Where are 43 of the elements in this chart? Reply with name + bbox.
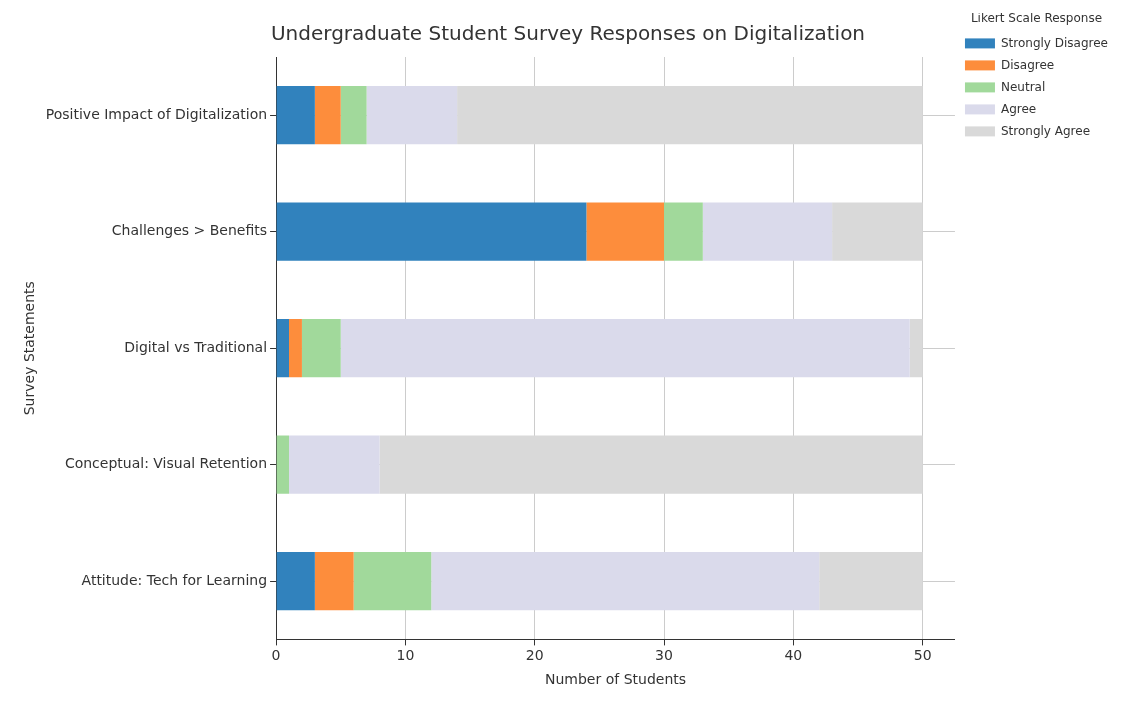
bar — [909, 319, 923, 378]
bar — [832, 202, 923, 261]
bar — [379, 435, 923, 494]
bar — [340, 319, 910, 378]
legend-label: Neutral — [1000, 79, 1046, 94]
bar — [276, 435, 289, 494]
legend-label: Disagree — [1000, 57, 1055, 72]
bar — [366, 86, 458, 145]
x-axis-title: Number of Students — [544, 671, 687, 688]
x-tick-label: 40 — [784, 647, 803, 664]
x-tick-label: 0 — [271, 647, 281, 664]
bar — [289, 435, 380, 494]
y-tick-label: Conceptual: Visual Retention — [64, 455, 268, 472]
legend-label: Strongly Disagree — [1000, 35, 1109, 50]
y-tick-label: Positive Impact of Digitalization — [45, 105, 268, 122]
y-axis-title: Survey Statements — [21, 281, 38, 416]
x-tick-label: 30 — [655, 647, 673, 664]
bar — [289, 319, 302, 378]
bar — [702, 202, 833, 261]
bar — [431, 552, 820, 611]
x-tick-label: 20 — [525, 647, 544, 664]
x-tick-label: 50 — [913, 647, 932, 664]
legend-label: Agree — [1000, 101, 1037, 116]
bar — [819, 552, 923, 611]
bar — [314, 86, 341, 145]
bar — [457, 86, 923, 145]
bar — [353, 552, 432, 611]
bar — [340, 86, 367, 145]
bar — [276, 552, 315, 611]
legend-title: Likert Scale Response — [970, 11, 1103, 26]
bar — [664, 202, 703, 261]
bar — [276, 319, 289, 378]
bar — [586, 202, 665, 261]
bar — [314, 552, 354, 611]
y-tick-label: Digital vs Traditional — [124, 338, 268, 355]
bar — [301, 319, 341, 378]
bar — [276, 86, 315, 145]
bar — [276, 202, 587, 261]
legend-label: Strongly Agree — [1000, 123, 1091, 138]
x-tick-label: 10 — [396, 647, 415, 664]
chart-title: Undergraduate Student Survey Responses on Digitalization — [270, 21, 866, 46]
y-tick-label: Challenges > Benefits — [111, 222, 268, 239]
y-tick-label: Attitude: Tech for Learning — [81, 571, 268, 588]
